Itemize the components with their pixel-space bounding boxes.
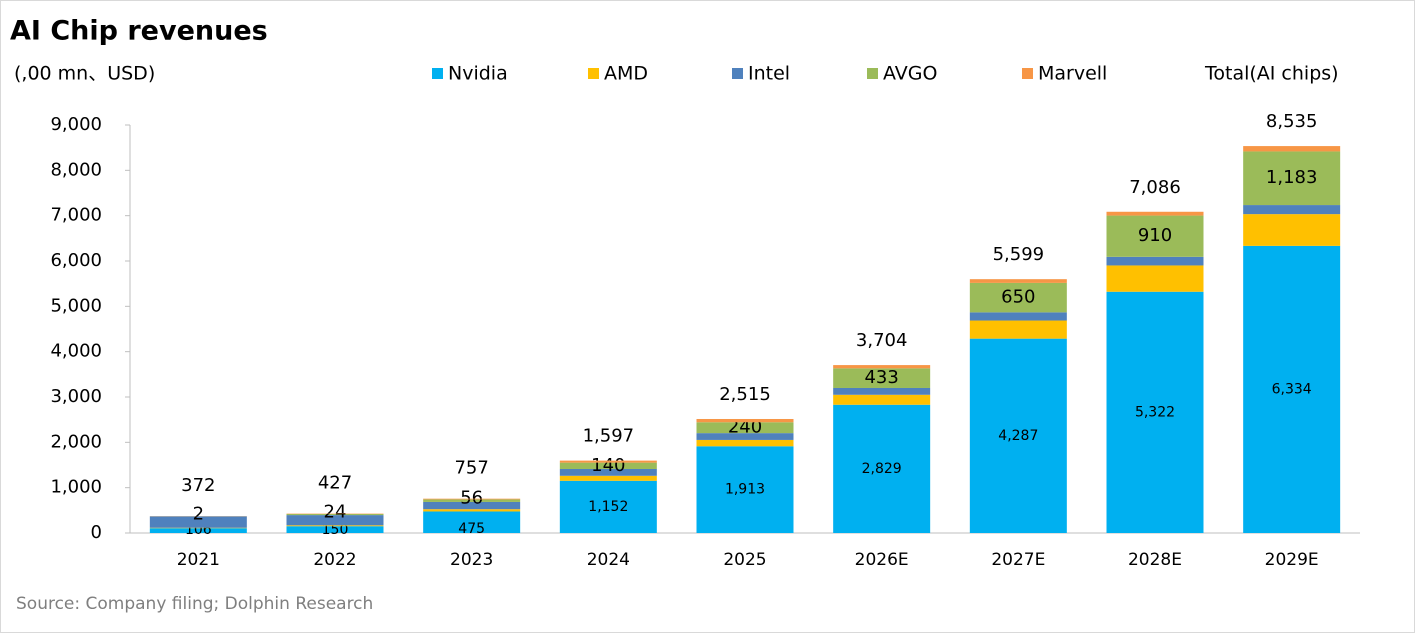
x-tick-label: 2025 xyxy=(723,550,766,570)
bar-segment xyxy=(423,501,521,510)
bar-segment xyxy=(149,528,247,533)
bar-segment xyxy=(696,422,794,434)
legend-marker xyxy=(588,68,599,79)
y-tick-label: 9,000 xyxy=(50,114,102,135)
bar-segment xyxy=(1106,265,1204,292)
legend-label: Marvell xyxy=(1038,63,1107,85)
bar-segment xyxy=(833,404,931,533)
x-tick-label: 2029E xyxy=(1265,550,1319,570)
legend-label: Nvidia xyxy=(448,63,508,85)
x-tick-label: 2023 xyxy=(450,550,493,570)
y-tick-label: 7,000 xyxy=(50,205,102,226)
bar-segment xyxy=(969,312,1067,321)
legend-marker xyxy=(732,68,743,79)
y-tick-label: 6,000 xyxy=(50,250,102,271)
data-label: 910 xyxy=(1138,225,1172,246)
bar-segment xyxy=(423,499,521,502)
bar-segment xyxy=(969,320,1067,339)
bar-segment xyxy=(696,446,794,533)
data-label: 1,183 xyxy=(1266,167,1318,188)
y-tick-label: 3,000 xyxy=(50,386,102,407)
bar-segment xyxy=(559,475,657,481)
bar-segment xyxy=(149,516,247,528)
bar-segment xyxy=(696,439,794,447)
chart-title: AI Chip revenues xyxy=(10,16,268,47)
bar-segment xyxy=(696,433,794,440)
bar-segment xyxy=(423,509,521,512)
x-tick-label: 2021 xyxy=(177,550,220,570)
y-tick-label: 4,000 xyxy=(50,341,102,362)
data-label: 6,334 xyxy=(1272,381,1312,397)
legend-marker xyxy=(432,68,443,79)
legend-label: AVGO xyxy=(883,63,937,85)
bar-segment xyxy=(1243,214,1341,246)
legend-label: Intel xyxy=(748,63,790,85)
data-label: 4,287 xyxy=(998,428,1038,444)
data-label: 2,829 xyxy=(862,461,902,477)
total-label: 1,597 xyxy=(583,426,635,447)
x-tick-label: 2028E xyxy=(1128,550,1182,570)
bar-segment xyxy=(559,468,657,476)
y-tick-label: 8,000 xyxy=(50,159,102,180)
bar-segment xyxy=(833,365,931,369)
data-label: 2 xyxy=(193,503,204,524)
bar-segment xyxy=(833,394,931,405)
bar-segment xyxy=(1243,245,1341,533)
data-label: 475 xyxy=(458,521,485,537)
legend-marker xyxy=(867,68,878,79)
bar-segment xyxy=(423,498,521,500)
bar-segment xyxy=(833,368,931,388)
y-tick-label: 2,000 xyxy=(50,431,102,452)
legend-marker xyxy=(1022,68,1033,79)
bar-segment xyxy=(559,480,657,533)
bar-segment xyxy=(1106,215,1204,257)
y-tick-label: 1,000 xyxy=(50,477,102,498)
bar-segment xyxy=(1106,291,1204,533)
bar-segment xyxy=(559,460,657,463)
total-label: 3,704 xyxy=(856,330,908,351)
data-label: 1,152 xyxy=(588,499,628,515)
bar-segment xyxy=(969,279,1067,283)
legend-label: AMD xyxy=(604,63,648,85)
data-label: 5,322 xyxy=(1135,404,1175,420)
bar-segment xyxy=(969,282,1067,313)
bar-segment xyxy=(286,525,384,527)
bar-segment xyxy=(286,514,384,516)
data-label: 433 xyxy=(864,367,898,388)
x-tick-label: 2024 xyxy=(587,550,630,570)
bar-segment xyxy=(833,387,931,395)
bar-segment xyxy=(286,526,384,533)
y-tick-label: 5,000 xyxy=(50,295,102,316)
bar-segment xyxy=(969,338,1067,533)
legend-label: Total(AI chips) xyxy=(1204,63,1339,85)
data-label: 56 xyxy=(460,488,483,509)
x-tick-label: 2022 xyxy=(313,550,356,570)
bar-segment xyxy=(696,418,794,423)
total-label: 757 xyxy=(454,458,488,479)
bar-segment xyxy=(423,511,521,533)
total-label: 7,086 xyxy=(1129,177,1181,198)
total-label: 372 xyxy=(181,475,215,496)
data-label: 24 xyxy=(324,502,347,523)
source-note: Source: Company filing; Dolphin Research xyxy=(16,594,373,614)
data-label: 140 xyxy=(591,455,625,476)
total-label: 5,599 xyxy=(993,244,1045,265)
data-label: 1,913 xyxy=(725,482,765,498)
y-tick-label: 0 xyxy=(91,522,102,543)
bar-segment xyxy=(1243,205,1341,215)
total-label: 427 xyxy=(318,473,352,494)
total-label: 2,515 xyxy=(719,384,771,405)
total-label: 8,535 xyxy=(1266,111,1318,132)
bar-segment xyxy=(1106,211,1204,216)
bar-segment xyxy=(286,515,384,526)
bar-segment xyxy=(1106,256,1204,266)
data-label: 650 xyxy=(1001,287,1035,308)
y-axis-label: (,00 mn、USD) xyxy=(14,63,155,85)
bar-segment xyxy=(1243,146,1341,152)
x-tick-label: 2026E xyxy=(855,550,909,570)
x-tick-label: 2027E xyxy=(991,550,1045,570)
bar-segment xyxy=(559,462,657,469)
bar-segment xyxy=(1243,151,1341,206)
